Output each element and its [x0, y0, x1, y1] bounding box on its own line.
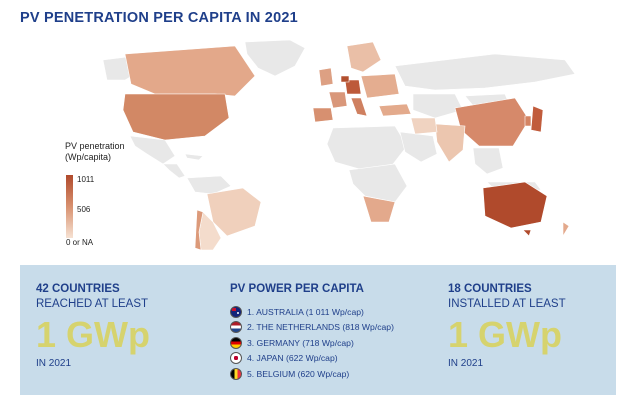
legend-color-scale — [66, 175, 73, 238]
japan-flag-icon — [230, 352, 242, 365]
page-title: PV PENETRATION PER CAPITA IN 2021 — [20, 10, 298, 26]
region-usa — [122, 93, 230, 141]
region-japan — [530, 105, 544, 133]
right-stat-column: 18 COUNTRIES INSTALLED AT LEAST 1 GWp IN… — [448, 283, 566, 413]
netherlands-flag-icon — [230, 321, 242, 334]
left-stat-headline: 42 COUNTRIES — [36, 283, 120, 295]
ranking-list: 1. AUSTRALIA (1 011 Wp/cap) 2. THE NETHE… — [230, 305, 394, 381]
region-africa-central — [348, 163, 408, 203]
left-stat-year: IN 2021 — [36, 358, 72, 369]
right-stat-value: 1 GWp — [448, 314, 562, 355]
region-canada — [124, 45, 256, 97]
region-netherlands — [340, 75, 350, 83]
region-se-asia — [472, 147, 504, 175]
region-eastern-europe — [360, 73, 400, 99]
belgium-flag-icon — [230, 367, 242, 380]
region-australia — [482, 181, 548, 229]
right-stat-headline: 18 COUNTRIES — [448, 283, 532, 295]
region-uk — [318, 67, 334, 87]
region-central-america — [162, 163, 186, 179]
right-stat-year: IN 2021 — [448, 358, 484, 369]
stats-panel: 42 COUNTRIES REACHED AT LEAST 1 GWp IN 2… — [20, 265, 616, 395]
germany-flag-icon — [230, 336, 242, 349]
ranking-item-label: 3. GERMANY (718 Wp/cap) — [247, 337, 354, 348]
region-germany — [344, 79, 362, 95]
legend-mid-label: 506 — [77, 205, 91, 214]
world-map — [102, 39, 576, 251]
ranking-headline: PV POWER PER CAPITA — [230, 283, 364, 295]
legend-max-label: 1011 — [77, 175, 95, 184]
ranking-item: 4. JAPAN (622 Wp/cap) — [230, 351, 394, 365]
left-stat-column: 42 COUNTRIES REACHED AT LEAST 1 GWp IN 2… — [36, 283, 150, 413]
region-turkey — [378, 103, 412, 117]
region-france — [328, 91, 348, 109]
left-stat-value: 1 GWp — [36, 314, 150, 355]
right-stat-subline: INSTALLED AT LEAST — [448, 298, 566, 310]
ranking-item: 3. GERMANY (718 Wp/cap) — [230, 336, 394, 350]
region-central-asia — [412, 93, 464, 119]
ranking-item: 1. AUSTRALIA (1 011 Wp/cap) — [230, 305, 394, 319]
region-india — [434, 123, 466, 163]
region-chile — [194, 209, 204, 251]
region-korea — [524, 115, 532, 127]
ranking-item-label: 1. AUSTRALIA (1 011 Wp/cap) — [247, 307, 364, 317]
map-legend: PV penetration (Wp/capita) 1011 506 0 or… — [65, 141, 155, 256]
region-russia — [394, 53, 576, 91]
region-south-america-north — [186, 175, 232, 195]
ranking-column: PV POWER PER CAPITA 1. AUSTRALIA (1 011 … — [230, 283, 394, 413]
region-new-zealand — [562, 221, 570, 238]
legend-title-line2: (Wp/capita) — [65, 152, 112, 162]
region-africa-north — [326, 125, 408, 171]
legend-min-label: 0 or NA — [66, 238, 94, 247]
region-scandinavia — [346, 41, 382, 73]
legend-title: PV penetration (Wp/capita) — [65, 141, 155, 163]
region-china — [454, 97, 530, 147]
region-greenland — [244, 39, 306, 77]
left-stat-subline: REACHED AT LEAST — [36, 298, 149, 310]
ranking-item-label: 5. BELGIUM (620 Wp/cap) — [247, 368, 350, 379]
region-italy — [350, 97, 368, 117]
ranking-item-label: 2. THE NETHERLANDS (818 Wp/cap) — [247, 322, 394, 333]
region-southern-africa — [362, 195, 396, 223]
ranking-item-label: 4. JAPAN (622 Wp/cap) — [247, 353, 338, 364]
region-spain — [312, 107, 334, 123]
australia-flag-icon — [230, 306, 242, 318]
region-caribbean — [184, 153, 204, 161]
ranking-item: 5. BELGIUM (620 Wp/cap) — [230, 367, 394, 381]
region-iran — [410, 117, 438, 135]
region-arabia — [399, 131, 438, 163]
legend-title-line1: PV penetration — [65, 141, 125, 151]
ranking-item: 2. THE NETHERLANDS (818 Wp/cap) — [230, 320, 394, 334]
region-tasmania — [522, 229, 532, 237]
